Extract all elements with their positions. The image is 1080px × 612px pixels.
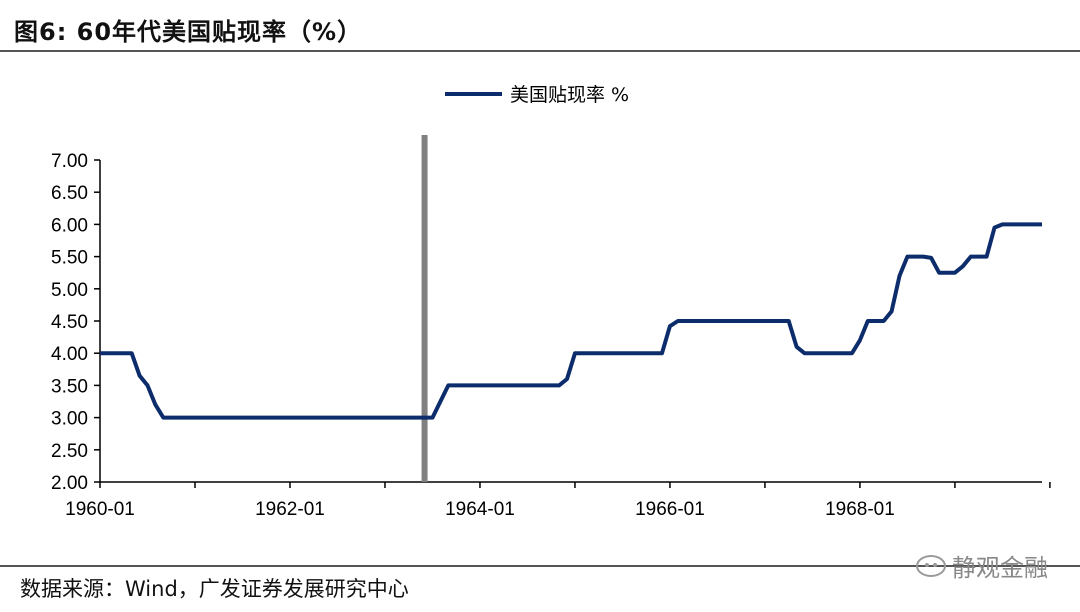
y-tick-label: 4.50 — [51, 312, 88, 333]
x-axis: 1960-01 1962-01 1964-01 1966-01 1968-01 — [65, 481, 1051, 520]
y-tick-label: 6.50 — [51, 183, 88, 204]
y-tick-label: 3.50 — [51, 376, 88, 397]
y-tick-label: 2.00 — [51, 473, 88, 494]
source-note: 数据来源：Wind，广发证券发展研究中心 — [20, 577, 409, 601]
vertical-marker — [421, 135, 428, 482]
top-divider — [0, 50, 1080, 52]
y-tick-label: 5.50 — [51, 248, 88, 269]
x-tick-label: 1960-01 — [65, 499, 135, 520]
x-tick-label: 1966-01 — [635, 499, 705, 520]
series-line-0 — [100, 222, 1042, 420]
legend-label: 美国贴现率 % — [510, 84, 629, 106]
y-tick-label: 7.00 — [51, 151, 88, 172]
chart-title: 图6: 60年代美国贴现率（%） — [14, 18, 363, 46]
y-tick-label: 6.00 — [51, 215, 88, 236]
watermark-label: 静观金融 — [952, 554, 1048, 582]
x-tick-label: 1968-01 — [825, 499, 895, 520]
y-tick-label: 2.50 — [51, 441, 88, 462]
series-layer — [100, 222, 1042, 420]
chart-legend: 美国贴现率 % — [445, 84, 629, 106]
watermark: 静观金融 — [916, 548, 1048, 583]
bottom-divider — [0, 565, 1080, 567]
x-tick-label: 1964-01 — [445, 499, 515, 520]
wechat-icon — [916, 554, 946, 577]
y-axis: 7.00 6.50 6.00 5.50 5.00 4.50 4.00 3.50 3.00 2.50… — [51, 151, 101, 494]
y-tick-label: 3.00 — [51, 409, 88, 430]
y-tick-label: 4.00 — [51, 344, 88, 365]
y-tick-label: 5.00 — [51, 280, 88, 301]
x-tick-label: 1962-01 — [255, 499, 325, 520]
